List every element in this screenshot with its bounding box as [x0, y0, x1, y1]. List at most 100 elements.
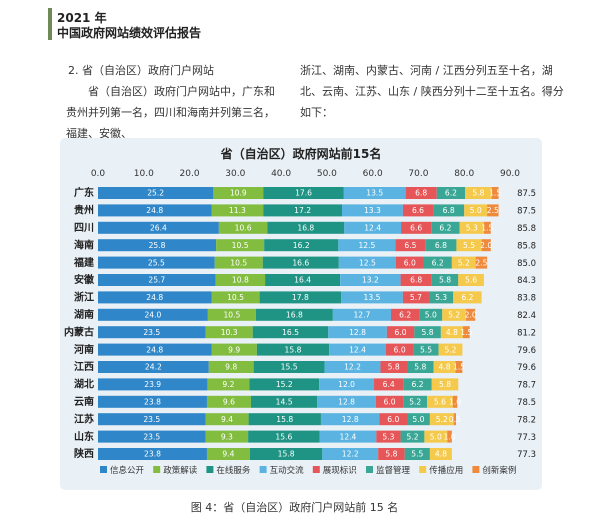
legend-entry: 监督管理	[376, 465, 411, 476]
bar-segment	[428, 291, 454, 304]
segment-value-label: 5.8	[472, 189, 484, 198]
total-value-label: 79.6	[517, 363, 536, 373]
bar-segment	[423, 256, 452, 269]
segment-value-label: 6.4	[383, 380, 395, 389]
segment-value-label: 5.2	[448, 311, 460, 320]
segment-value-label: 9.2	[222, 380, 234, 389]
bar-segment	[324, 361, 381, 373]
total-value-label: 77.3	[517, 433, 536, 443]
segment-value-label: 5.7	[410, 293, 422, 302]
segment-value-label: 5.2	[436, 415, 448, 424]
segment-value-label: 12.5	[359, 258, 376, 267]
bar-segment	[98, 308, 208, 321]
segment-value-label: 15.8	[276, 415, 293, 424]
segment-value-label: 12.8	[338, 398, 355, 407]
bar-segment	[462, 326, 470, 339]
bar-segment	[341, 291, 403, 304]
bar-segment	[329, 343, 386, 356]
bar-segment	[376, 430, 401, 443]
bar-segment	[456, 239, 482, 252]
bar-segment	[218, 221, 268, 234]
segment-value-label: 12.4	[349, 345, 366, 354]
bar-segment	[319, 430, 377, 443]
bar-segment	[213, 187, 264, 199]
category-label: 山东	[74, 430, 94, 443]
segment-value-label: 5.3	[435, 293, 447, 302]
segment-value-label: 10.5	[230, 258, 247, 267]
segment-value-label: 6.0	[404, 258, 416, 267]
legend-swatch	[312, 466, 320, 473]
bar-segment	[98, 221, 219, 234]
bar-segment	[249, 378, 320, 391]
segment-value-label: 0.5	[449, 415, 461, 424]
bar-segment	[455, 361, 463, 373]
left-text-column: 2. 省（自治区）政府门户网站 省（自治区）政府门户网站中，广东和贵州并列第一名…	[66, 60, 284, 144]
segment-value-label: 24.8	[146, 293, 163, 302]
bar-segment	[374, 378, 404, 391]
legend-entry: 信息公开	[110, 465, 145, 476]
bar-segment	[249, 448, 323, 460]
legend-swatch	[100, 466, 107, 473]
segment-value-label: 10.5	[232, 241, 249, 250]
bar-segment	[491, 187, 499, 199]
x-tick-label: 70.0	[408, 169, 428, 179]
bar-segment	[98, 326, 206, 339]
segment-value-label: 1.5	[453, 363, 465, 372]
segment-value-label: 15.2	[276, 380, 293, 389]
report-title: 中国政府网站绩效评估报告	[57, 26, 202, 40]
x-tick-label: 30.0	[225, 169, 245, 179]
segment-value-label: 15.8	[278, 450, 295, 459]
stacked-bar-chart: 省（自治区）政府网站前15名 0.0 10.0 20.0 30.0 40.0 50.0 60.…	[64, 146, 536, 476]
bar-segment	[332, 308, 391, 321]
bar-segment	[341, 204, 403, 217]
segment-value-label: 5.2	[458, 258, 470, 267]
segment-value-label: 1.0	[444, 432, 456, 441]
report-year: 2021 年	[57, 11, 107, 25]
chart-title: 省（自治区）政府网站前15名	[220, 146, 382, 161]
segment-value-label: 10.5	[223, 311, 240, 320]
bar-segment	[453, 291, 482, 304]
bar-segment	[317, 395, 376, 408]
segment-value-label: 26.4	[150, 224, 167, 233]
x-tick-label: 80.0	[454, 169, 474, 179]
segment-value-label: 25.5	[148, 258, 165, 267]
segment-value-label: 1.5	[489, 189, 501, 198]
bar-segment	[262, 256, 339, 269]
total-value-label: 84.3	[517, 276, 536, 286]
bar-segment	[98, 204, 212, 217]
segment-value-label: 13.3	[364, 206, 381, 215]
bar-segment	[208, 361, 254, 373]
bar-segment	[256, 343, 330, 356]
segment-value-label: 6.2	[399, 311, 411, 320]
bar-segment	[340, 274, 401, 286]
segment-value-label: 25.8	[149, 241, 166, 250]
category-label: 贵州	[74, 204, 94, 217]
bar-segment	[263, 204, 342, 217]
bar-segment	[427, 395, 453, 408]
category-label: 江苏	[74, 412, 94, 425]
bar-segment	[338, 239, 396, 252]
segment-value-label: 10.5	[227, 293, 244, 302]
segment-value-label: 1.5	[481, 224, 493, 233]
bar-segment	[464, 204, 488, 217]
category-label: 江西	[74, 360, 94, 373]
segment-value-label: 12.8	[342, 415, 359, 424]
segment-value-label: 16.4	[294, 276, 311, 285]
bar-segment	[255, 308, 333, 321]
x-tick-label: 20.0	[180, 169, 200, 179]
total-value-label: 85.0	[517, 259, 536, 269]
category-label: 湖北	[74, 378, 94, 391]
bar-segment	[401, 221, 432, 234]
legend-entry: 政策解读	[163, 465, 198, 476]
legend-entry: 创新案例	[482, 465, 516, 476]
segment-value-label: 12.0	[338, 380, 355, 389]
segment-value-label: 6.2	[411, 380, 423, 389]
segment-value-label: 2.5	[475, 258, 487, 267]
right-text-column: 浙江、湖南、内蒙古、河南 / 江西分列五至十名，湖北、云南、江苏、山东 / 陕西…	[300, 60, 570, 123]
legend-swatch	[472, 466, 480, 473]
bar-segment	[458, 274, 484, 286]
legend-swatch	[259, 466, 267, 473]
bar-segment	[395, 239, 426, 252]
bar-segment	[438, 343, 463, 356]
segment-value-label: 15.5	[281, 363, 298, 372]
